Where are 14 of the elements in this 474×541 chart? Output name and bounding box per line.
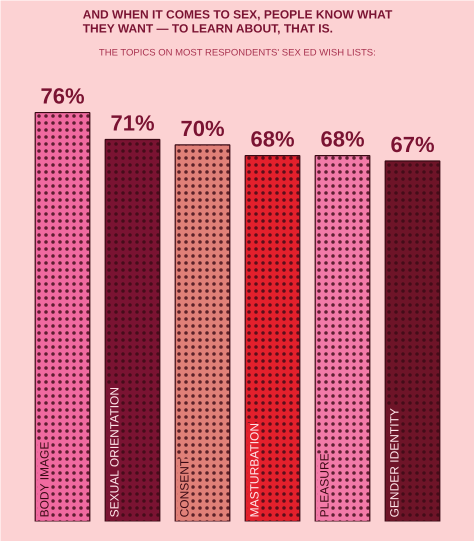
- x-tick-label: MASTURBATION: [247, 422, 262, 518]
- x-tick-label: GENDER IDENTITY: [387, 408, 402, 518]
- data-label: 71%: [110, 110, 155, 136]
- x-tick-label: SEXUAL ORIENTATION: [107, 386, 122, 518]
- chart-subtitle: THE TOPICS ON MOST RESPONDENTS' SEX ED WISH LISTS:: [98, 48, 376, 58]
- x-tick-label: BODY IMAGE: [37, 442, 52, 518]
- data-label: 68%: [320, 126, 365, 152]
- data-label: 76%: [40, 84, 85, 109]
- data-label: 67%: [390, 132, 435, 157]
- data-label: 70%: [180, 116, 225, 141]
- chart-title: AND WHEN IT COMES TO SEX, PEOPLE KNOW WHAT THEY WANT — TO LEARN ABOUT, THAT IS.: [82, 8, 393, 36]
- x-tick-label: PLEASURE: [317, 453, 332, 518]
- data-label: 68%: [250, 126, 295, 152]
- x-tick-label: CONSENT: [177, 458, 192, 518]
